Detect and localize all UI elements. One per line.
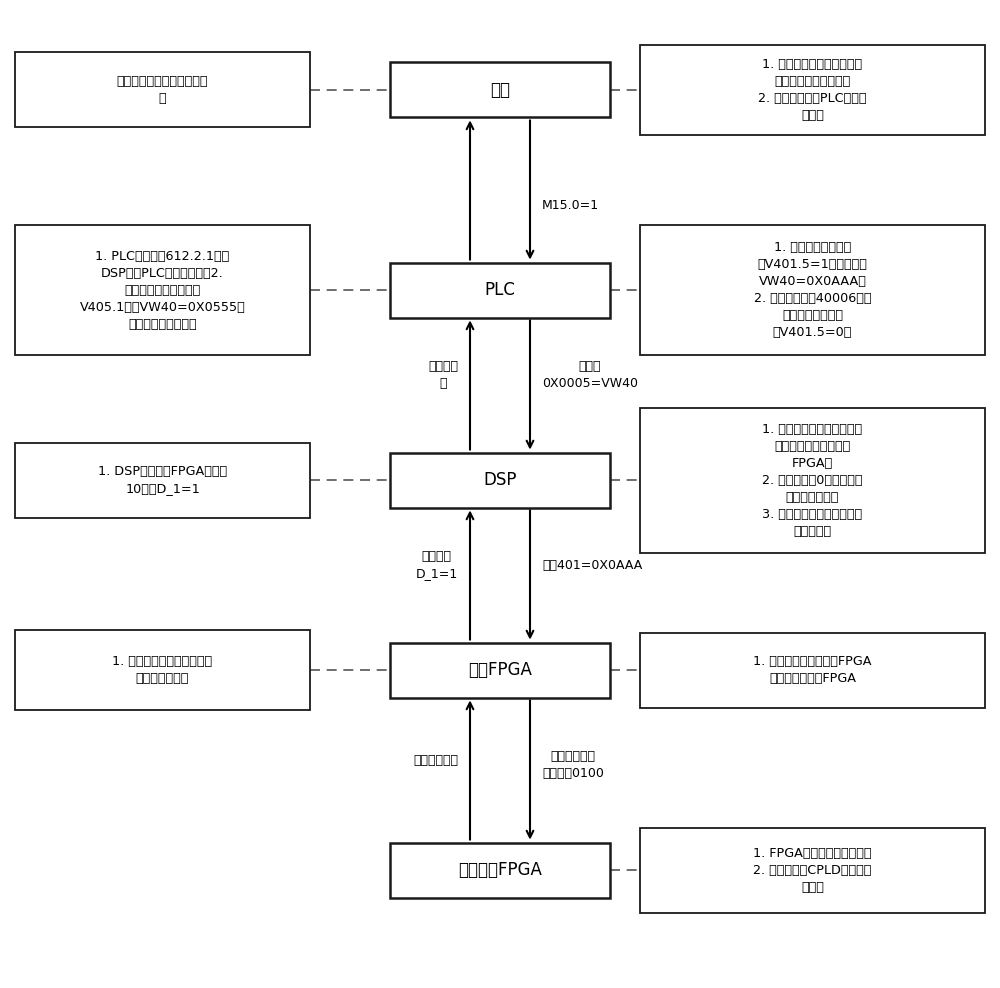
Text: 各个阀控FPGA: 各个阀控FPGA (458, 861, 542, 879)
Text: 光纤信号下发
控制命令0100: 光纤信号下发 控制命令0100 (542, 750, 604, 780)
Text: 1. PLC读取地址612.2.1表示
DSP反馈PLC下发清故障；2.
复位清故障命令，置位
V405.1，写VW40=0X0555，
下发撤销清故障命令: 1. PLC读取地址612.2.1表示 DSP反馈PLC下发清故障；2. 复位清… (80, 250, 245, 331)
Bar (640, 828, 985, 913)
Text: 1. 下发清故障命令，撤销自
检、停机和并网命令至
FPGA；
2. 控制参数清0及初始化，
撤销故障闭锁；
3. 状态反馈和故障复归，清
除录波数据: 1. 下发清故障命令，撤销自 检、停机和并网命令至 FPGA； 2. 控制参数清… (762, 423, 863, 537)
Text: 1. FPGA程序内部状态置复位
2. 像各个模块CPLD下发清故
障命令: 1. FPGA程序内部状态置复位 2. 像各个模块CPLD下发清故 障命令 (753, 847, 872, 893)
Bar (390, 843, 610, 897)
Text: 读取地址
D_1=1: 读取地址 D_1=1 (416, 550, 458, 580)
Bar (15, 225, 310, 355)
Text: PLC: PLC (485, 281, 515, 299)
Text: 读取首地
址: 读取首地 址 (428, 360, 458, 390)
Text: 首地址
0X0005=VW40: 首地址 0X0005=VW40 (542, 360, 638, 390)
Text: 1. 置位清故障触发位
（V401.5=1），写点表
VW40=0X0AAA；
2. 写完从站地址40006后再
复位清故障触发位
（V401.5=0）: 1. 置位清故障触发位 （V401.5=1），写点表 VW40=0X0AAA； … (754, 241, 871, 339)
Text: DSP: DSP (483, 471, 517, 489)
Bar (15, 630, 310, 710)
Bar (390, 263, 610, 317)
Text: 1. DSP读取主控FPGA的地址
10，位D_1=1: 1. DSP读取主控FPGA的地址 10，位D_1=1 (98, 465, 227, 495)
Text: 1. 清故障命令通过主控FPGA
下发至各个阀控FPGA: 1. 清故障命令通过主控FPGA 下发至各个阀控FPGA (753, 655, 872, 685)
Text: 1. 通过光纤接收各个阀控版
状态上报并汇总: 1. 通过光纤接收各个阀控版 状态上报并汇总 (112, 655, 213, 685)
Bar (640, 45, 985, 135)
Text: 运行状态反馈: 运行状态反馈 (413, 754, 458, 767)
Bar (640, 225, 985, 355)
Bar (15, 443, 310, 518)
Bar (390, 62, 610, 118)
Text: 监控读取电表中清故障位显
示: 监控读取电表中清故障位显 示 (117, 75, 208, 105)
Bar (640, 407, 985, 552)
Bar (390, 453, 610, 508)
Bar (640, 632, 985, 707)
Text: 1. 调试模式下监控任何时候
都能下发清故障命令；
2. 自动模式下由PLC逻辑自
动实现: 1. 调试模式下监控任何时候 都能下发清故障命令； 2. 自动模式下由PLC逻辑… (758, 58, 867, 122)
Text: 主控FPGA: 主控FPGA (468, 661, 532, 679)
Text: 地址401=0X0AAA: 地址401=0X0AAA (542, 558, 642, 571)
Bar (390, 642, 610, 698)
Text: M15.0=1: M15.0=1 (542, 199, 599, 211)
Bar (15, 52, 310, 127)
Text: 监控: 监控 (490, 81, 510, 99)
